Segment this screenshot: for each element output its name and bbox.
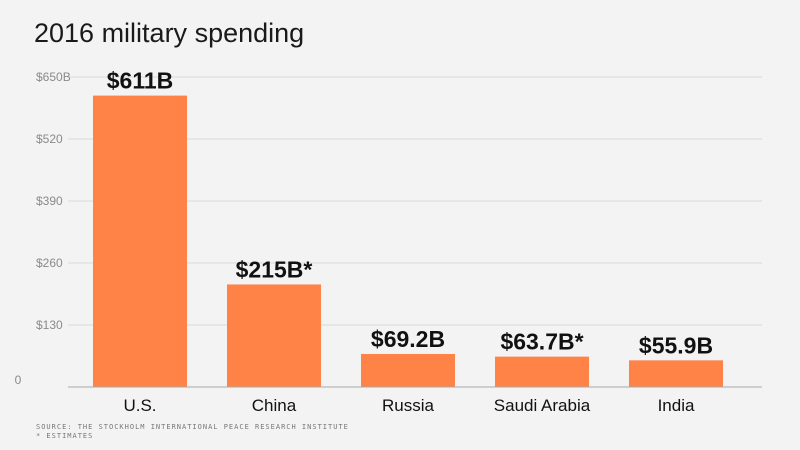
x-tick-label: U.S. [123, 396, 156, 415]
data-labels: $611B $215B* $69.2B $63.7B* $55.9B [107, 68, 713, 359]
x-tick-label: Saudi Arabia [494, 396, 591, 415]
bar [227, 284, 321, 387]
data-label: $215B* [236, 256, 313, 282]
y-tick-label: $130 [36, 318, 63, 332]
bar [93, 95, 187, 387]
y-axis-ticks: 0 $130 $260 $390 $520 $650B [15, 70, 71, 387]
bar [361, 353, 455, 387]
y-tick-label: $390 [36, 194, 63, 208]
y-tick-label: 0 [15, 373, 22, 387]
bar [629, 360, 723, 387]
footnotes: SOURCE: THE STOCKHOLM INTERNATIONAL PEAC… [36, 423, 349, 441]
x-tick-label: Russia [382, 396, 435, 415]
y-tick-label: $650B [36, 70, 71, 84]
data-label: $69.2B [371, 326, 445, 352]
source-note: SOURCE: THE STOCKHOLM INTERNATIONAL PEAC… [36, 423, 349, 431]
x-axis-ticks: U.S. China Russia Saudi Arabia India [123, 396, 695, 415]
data-label: $611B [107, 68, 174, 94]
estimates-note: * ESTIMATES [36, 432, 94, 440]
data-label: $55.9B [639, 332, 713, 358]
bars [93, 95, 723, 387]
y-tick-label: $260 [36, 256, 63, 270]
bar [495, 356, 589, 387]
x-tick-label: India [658, 396, 695, 415]
chart-title: 2016 military spending [34, 18, 305, 48]
y-tick-label: $520 [36, 132, 63, 146]
x-tick-label: China [252, 396, 297, 415]
data-label: $63.7B* [500, 329, 583, 355]
